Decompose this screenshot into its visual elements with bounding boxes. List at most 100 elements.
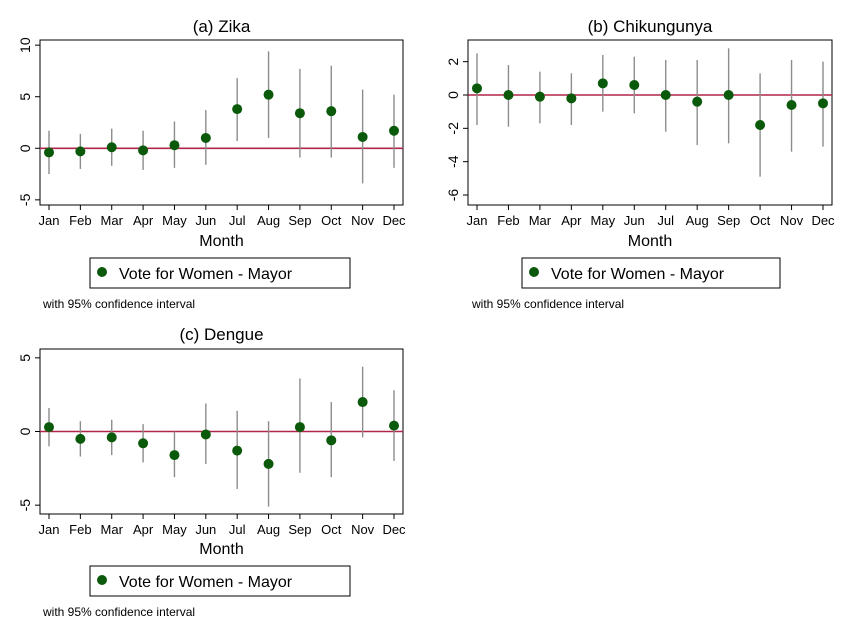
- data-point: [534, 91, 545, 102]
- data-point: [326, 435, 337, 446]
- data-point: [357, 131, 368, 142]
- legend-marker: [97, 267, 107, 277]
- y-tick-label: 0: [17, 427, 33, 435]
- x-tick-label: Sep: [288, 213, 311, 228]
- x-tick-label: Sep: [717, 213, 740, 228]
- data-point: [755, 120, 766, 130]
- x-tick-label: Sep: [288, 522, 311, 537]
- x-tick-label: Mar: [101, 213, 124, 228]
- data-point: [106, 432, 117, 443]
- x-tick-label: Oct: [321, 522, 342, 537]
- chart-title: (c) Dengue: [179, 325, 263, 344]
- legend: Vote for Women - Mayor: [89, 257, 351, 289]
- data-point: [692, 96, 703, 107]
- data-point: [818, 98, 828, 109]
- ci-note: with 95% confidence interval: [471, 297, 624, 311]
- data-point: [263, 458, 274, 469]
- y-tick-label: 10: [17, 37, 33, 53]
- x-tick-label: May: [591, 213, 616, 228]
- legend-box: [89, 565, 351, 597]
- chart-panel-2: (b) Chikungunya 2 0 -2 -4 -6 Jan Feb Mar Apr May Ju…: [445, 17, 835, 311]
- data-point: [200, 132, 211, 143]
- data-point: [106, 142, 117, 153]
- legend-label: Vote for Women - Mayor: [551, 266, 725, 283]
- x-tick-label: Apr: [133, 522, 154, 537]
- x-tick-label: Feb: [69, 522, 91, 537]
- y-tick-label: 2: [445, 58, 461, 66]
- data-point: [232, 104, 243, 115]
- x-tick-label: May: [162, 213, 187, 228]
- y-tick-label: -6: [445, 189, 461, 202]
- x-tick-label: Dec: [382, 213, 406, 228]
- data-point: [169, 140, 180, 151]
- data-point: [169, 450, 180, 461]
- y-tick-label: -2: [445, 122, 461, 135]
- data-point: [629, 80, 640, 90]
- x-tick-label: Jul: [229, 522, 246, 537]
- y-tick-label: 5: [17, 354, 33, 362]
- x-tick-label: Jul: [657, 213, 674, 228]
- data-point: [597, 78, 608, 89]
- data-point: [44, 422, 54, 433]
- data-point: [326, 106, 337, 117]
- x-tick-label: Jun: [195, 522, 216, 537]
- data-point: [232, 445, 243, 456]
- x-tick-label: Jan: [39, 213, 60, 228]
- legend-box: [89, 257, 351, 289]
- x-tick-label: Apr: [133, 213, 154, 228]
- legend: Vote for Women - Mayor: [89, 565, 351, 597]
- chart-panel-3: (c) Dengue 5 0 -5 Jan Feb Mar Apr May Jun Jul Aug Se…: [17, 325, 406, 619]
- data-point: [357, 397, 368, 408]
- legend-box: [521, 257, 781, 289]
- data-point: [389, 125, 399, 136]
- plot-frame: [39, 39, 404, 206]
- x-tick-label: Mar: [529, 213, 552, 228]
- x-tick-label: Aug: [257, 213, 280, 228]
- data-point: [75, 433, 86, 444]
- data-point: [138, 438, 149, 449]
- data-point: [786, 100, 797, 110]
- data-point: [389, 420, 399, 431]
- data-point: [294, 108, 305, 119]
- x-tick-label: Jul: [229, 213, 246, 228]
- y-tick-label: 0: [17, 144, 33, 152]
- data-point: [138, 145, 149, 156]
- x-tick-label: Dec: [811, 213, 835, 228]
- data-point: [263, 89, 274, 100]
- x-tick-label: Nov: [351, 522, 375, 537]
- y-tick-label: -4: [445, 155, 461, 168]
- x-tick-label: Feb: [69, 213, 91, 228]
- chart-title: (a) Zika: [193, 17, 251, 36]
- x-tick-label: Nov: [351, 213, 375, 228]
- plot-frame: [467, 39, 833, 206]
- legend-marker: [529, 267, 539, 277]
- x-tick-label: Nov: [780, 213, 804, 228]
- x-tick-label: Dec: [382, 522, 406, 537]
- x-tick-label: Jun: [195, 213, 216, 228]
- data-point: [200, 429, 211, 440]
- x-tick-label: Feb: [497, 213, 519, 228]
- data-point: [75, 146, 86, 157]
- y-tick-label: -5: [17, 499, 33, 512]
- data-point: [44, 147, 54, 158]
- y-tick-label: 0: [445, 91, 461, 99]
- y-tick-label: 5: [17, 93, 33, 101]
- x-tick-label: Jun: [624, 213, 645, 228]
- x-tick-label: May: [162, 522, 187, 537]
- x-tick-label: Jan: [467, 213, 488, 228]
- x-tick-label: Aug: [686, 213, 709, 228]
- x-tick-label: Apr: [561, 213, 582, 228]
- data-point: [294, 422, 305, 433]
- x-tick-label: Oct: [750, 213, 771, 228]
- data-point: [660, 90, 671, 100]
- data-point: [566, 93, 577, 104]
- legend-marker: [97, 575, 107, 585]
- x-axis-label: Month: [199, 541, 243, 558]
- chart-panel-1: (a) Zika 10 5 0 -5 Jan Feb Mar Apr May Jun Jul Aug Se…: [17, 17, 406, 311]
- legend-label: Vote for Women - Mayor: [119, 574, 293, 591]
- chart-title: (b) Chikungunya: [588, 17, 713, 36]
- x-tick-label: Jan: [39, 522, 60, 537]
- x-tick-label: Oct: [321, 213, 342, 228]
- x-tick-label: Aug: [257, 522, 280, 537]
